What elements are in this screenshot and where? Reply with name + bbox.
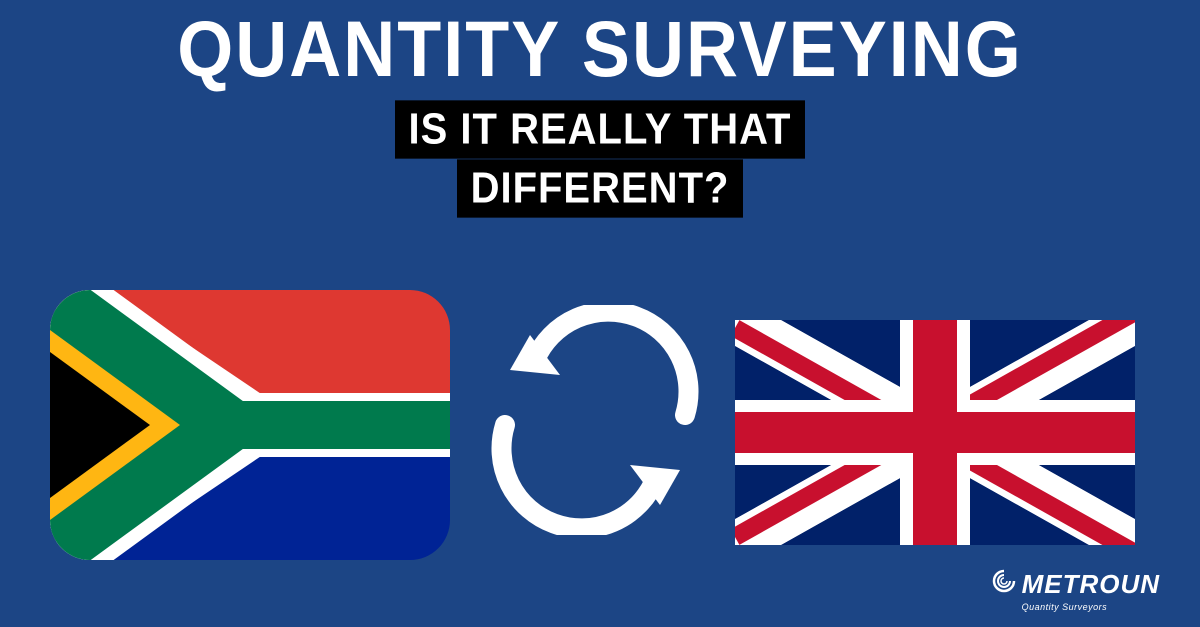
- subtitle-line-2: DIFFERENT?: [457, 159, 744, 217]
- logo-swirl-icon: [990, 567, 1018, 602]
- main-title: QUANTITY SURVEYING: [0, 0, 1200, 95]
- subtitle-container: IS IT REALLY THAT DIFFERENT?: [0, 100, 1200, 218]
- flags-row: [0, 280, 1200, 580]
- logo-name: METROUN: [990, 567, 1160, 602]
- brand-logo: METROUN Quantity Surveyors: [990, 567, 1160, 612]
- logo-tagline: Quantity Surveyors: [1022, 602, 1160, 612]
- subtitle-line-1: IS IT REALLY THAT: [395, 100, 806, 158]
- south-africa-flag-icon: [50, 290, 450, 560]
- swap-arrows-icon: [475, 305, 715, 535]
- uk-flag-icon: [735, 320, 1135, 545]
- logo-text: METROUN: [1022, 569, 1160, 600]
